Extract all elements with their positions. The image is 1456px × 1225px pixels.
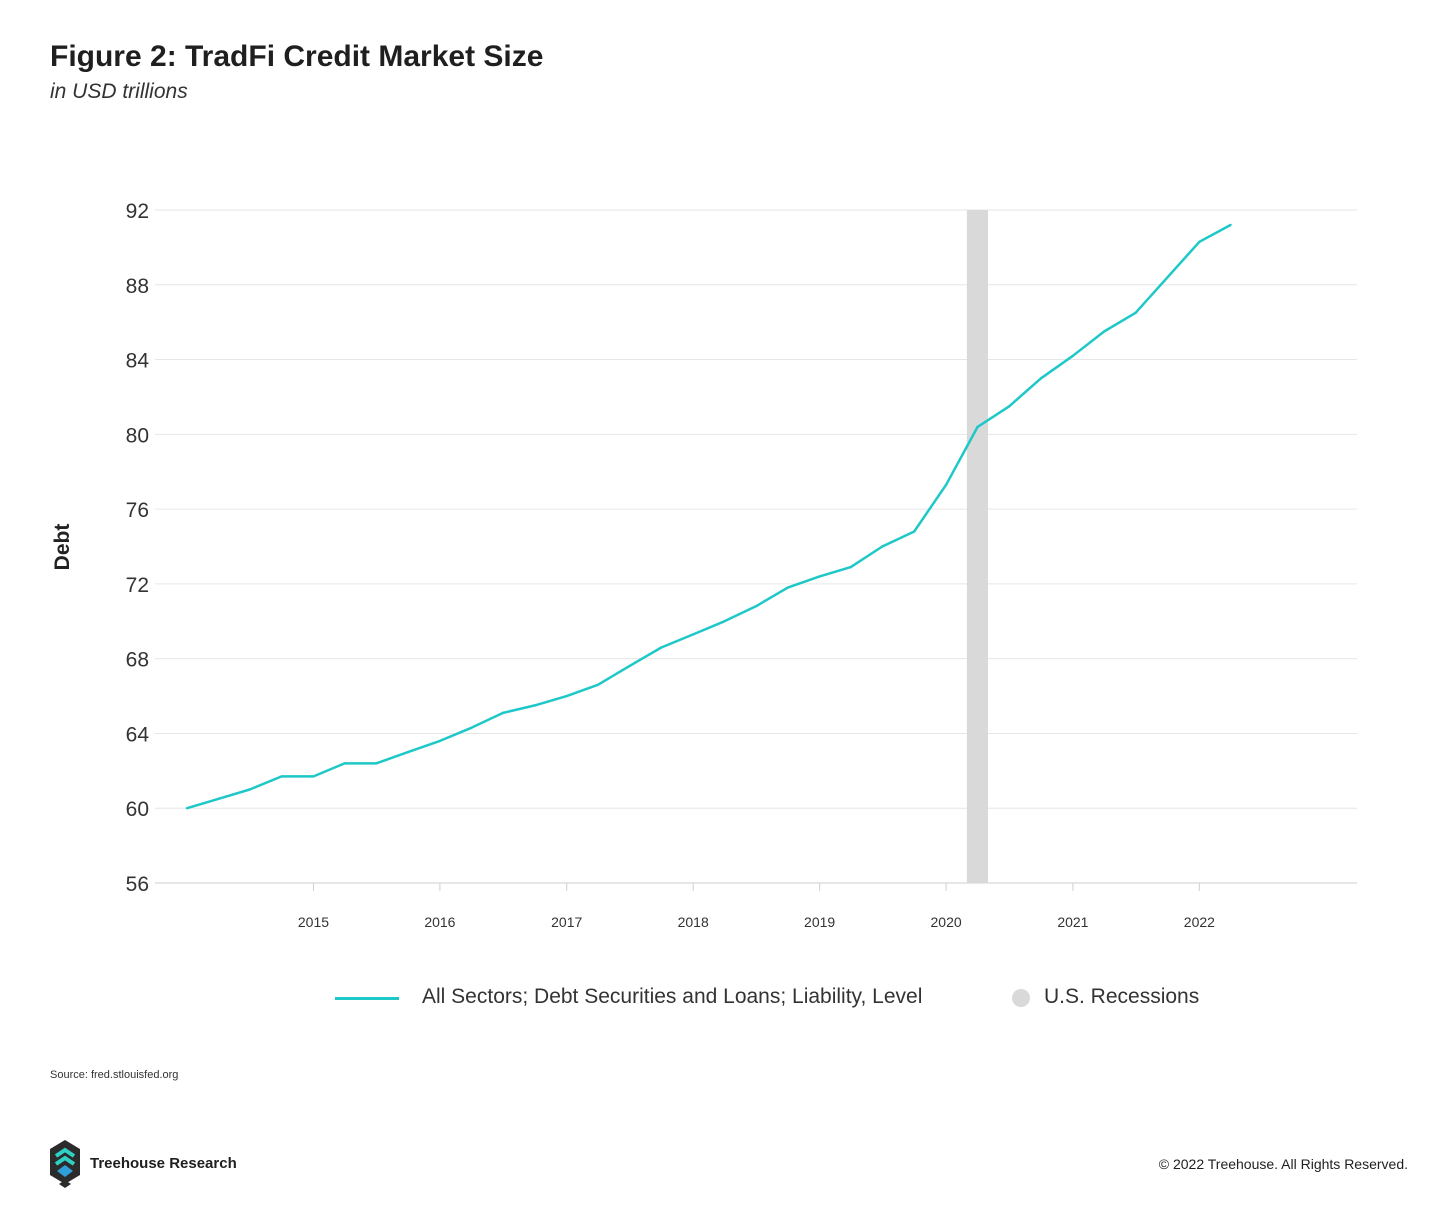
y-tick-label: 60 [126, 798, 149, 821]
data-point [881, 545, 884, 548]
data-point [1102, 330, 1106, 333]
data-point [913, 530, 916, 533]
chart-subtitle: in USD trillions [50, 80, 188, 103]
data-point [786, 586, 789, 589]
data-point [406, 750, 410, 754]
x-tick-label: 2021 [1057, 914, 1088, 930]
series-layer [185, 223, 1232, 810]
recession-bands [966, 210, 989, 883]
brand-name: Treehouse Research [90, 1155, 237, 1172]
x-tick-label: 2022 [1184, 914, 1215, 930]
x-tick-label: 2020 [931, 914, 962, 930]
data-point [628, 664, 631, 668]
legend-line-swatch [335, 997, 399, 1000]
data-point [660, 646, 663, 649]
data-point [1071, 354, 1075, 358]
treehouse-logo-icon [50, 1140, 80, 1188]
y-tick-label: 68 [126, 649, 149, 672]
chart-area: 56 60 64 68 72 76 80 84 88 92 2015 2016 2017 2018 2019… [126, 200, 1357, 930]
data-point [248, 788, 251, 791]
data-point [185, 807, 189, 810]
legend: All Sectors; Debt Securities and Loans; … [0, 985, 1456, 1015]
legend-recession-swatch [1012, 989, 1030, 1007]
data-point [1134, 311, 1137, 315]
data-point [1229, 223, 1232, 227]
y-tick-label: 64 [126, 723, 150, 746]
y-tick-label: 80 [126, 424, 149, 447]
data-point [1198, 240, 1201, 243]
data-point [754, 605, 758, 608]
data-point [1007, 405, 1011, 408]
data-point [216, 797, 220, 801]
data-point [976, 425, 979, 429]
data-point [944, 483, 948, 487]
recession-band [966, 210, 989, 883]
data-point [818, 575, 821, 578]
data-point [312, 775, 315, 778]
y-tick-label: 76 [126, 499, 149, 522]
x-tick-label: 2015 [298, 914, 329, 930]
x-tick-label: 2016 [424, 914, 455, 930]
gridlines [155, 209, 1357, 884]
data-point [533, 704, 537, 707]
x-tick-label: 2017 [551, 914, 582, 930]
axes: 56 60 64 68 72 76 80 84 88 92 2015 2016 2017 2018 2019… [126, 200, 1215, 930]
y-tick-label: 56 [126, 873, 149, 896]
x-tick-label: 2019 [804, 914, 835, 930]
copyright: © 2022 Treehouse. All Rights Reserved. [1158, 1156, 1408, 1172]
data-point [343, 762, 346, 765]
y-axis-label: Debt [51, 523, 74, 571]
data-point [374, 762, 378, 765]
y-tick-label: 72 [126, 574, 149, 597]
source-note: Source: fred.stlouisfed.org [50, 1069, 179, 1081]
data-point [1166, 276, 1169, 279]
series-line [186, 223, 1232, 810]
data-point [691, 633, 695, 636]
y-tick-label: 92 [126, 200, 149, 223]
data-point [438, 739, 442, 743]
chart-title: Figure 2: TradFi Credit Market Size [50, 40, 544, 73]
y-tick-label: 84 [126, 350, 150, 373]
legend-recession-label: U.S. Recessions [1044, 985, 1200, 1008]
data-point [723, 620, 726, 623]
data-point [849, 565, 853, 569]
data-point [280, 775, 283, 778]
x-tick-label: 2018 [678, 914, 709, 930]
data-point [501, 711, 505, 715]
legend-series-label: All Sectors; Debt Securities and Loans; … [422, 985, 923, 1008]
data-point [565, 694, 568, 698]
data-point [470, 726, 473, 730]
y-tick-label: 88 [126, 275, 149, 298]
data-point [596, 683, 600, 687]
data-point [1039, 377, 1043, 380]
